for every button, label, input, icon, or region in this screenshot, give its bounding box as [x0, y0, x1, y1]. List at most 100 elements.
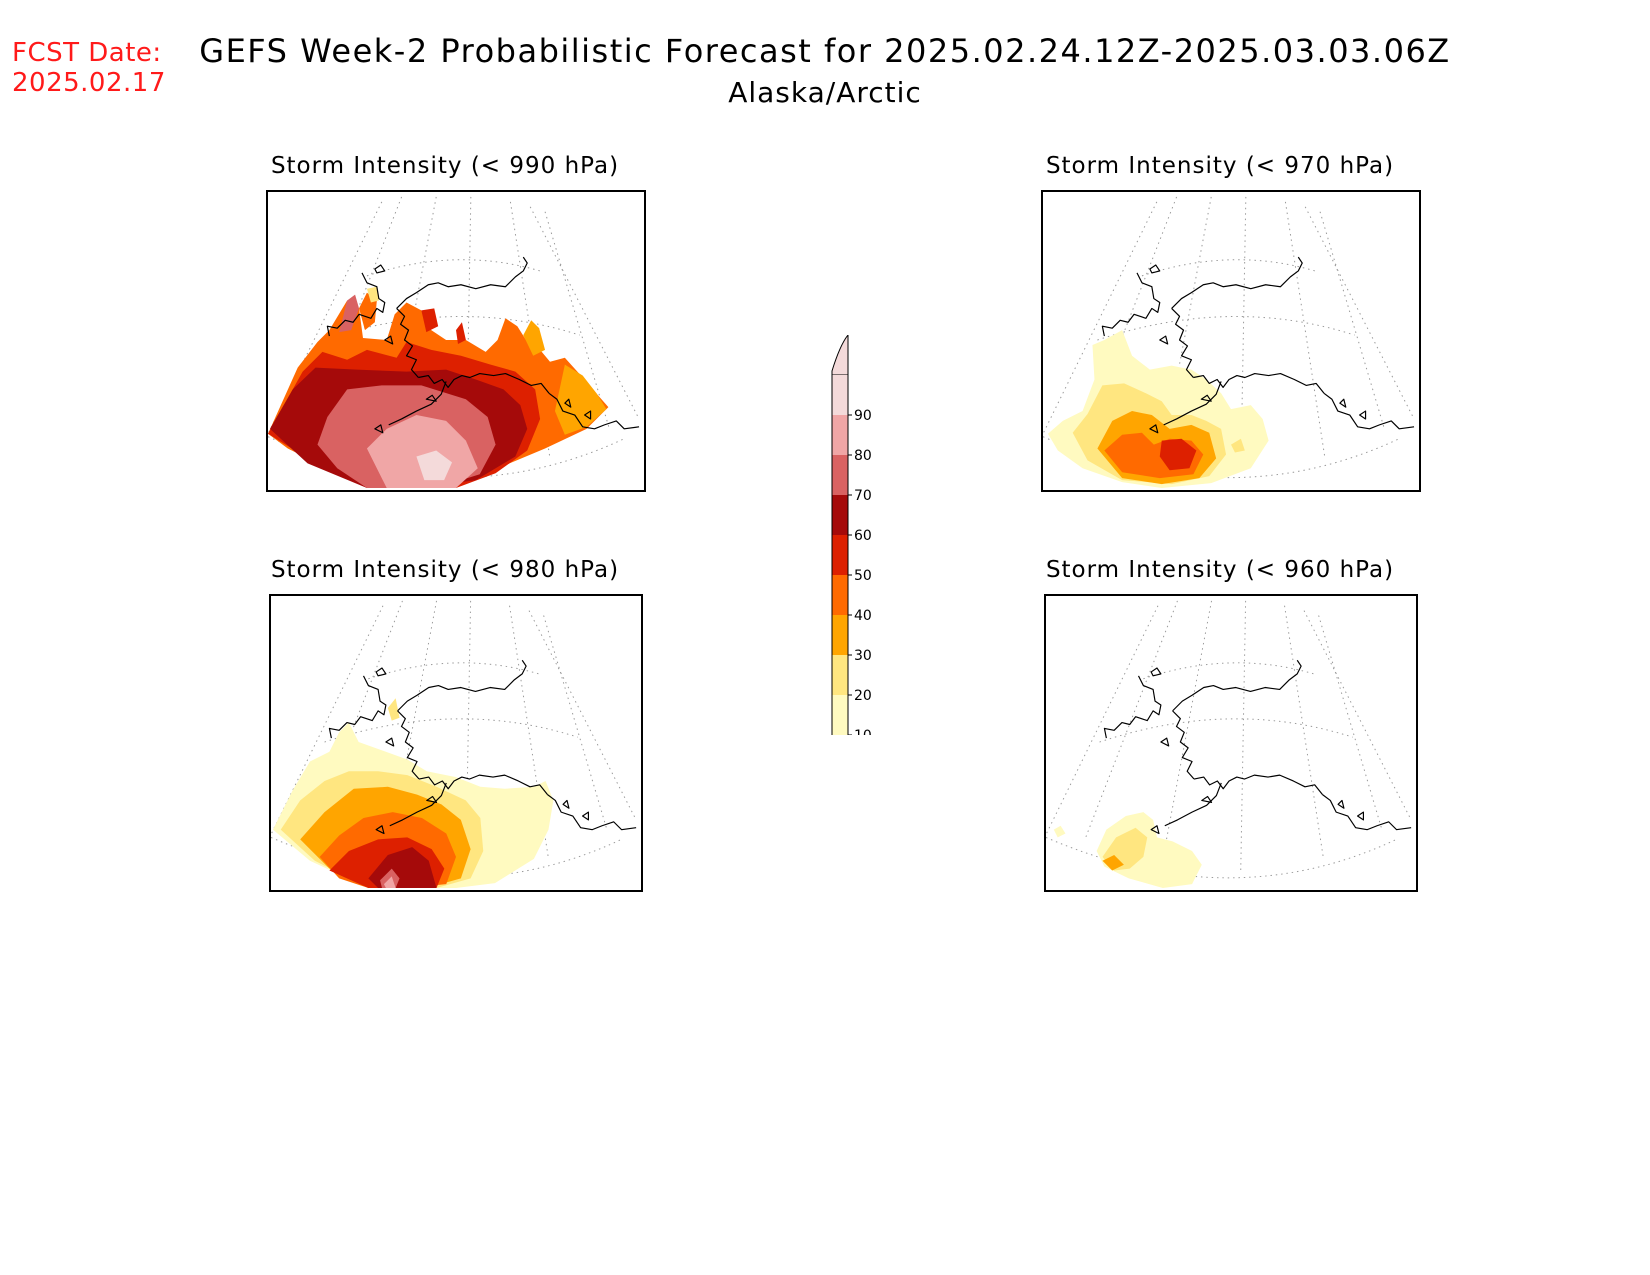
map-970-svg	[1043, 196, 1415, 489]
prob-area-20	[366, 286, 379, 303]
colorbar-tick-label: 90	[854, 408, 872, 424]
graticule	[1046, 600, 1412, 879]
prob-area-30	[1102, 854, 1124, 871]
colorbar-swatch	[832, 695, 848, 735]
prob-area-50	[421, 308, 439, 333]
forecast-date: FCST Date: 2025.02.17	[12, 38, 166, 98]
coastline-west-alaska	[1171, 308, 1194, 378]
forecast-date-value: 2025.02.17	[12, 68, 166, 98]
longitude-line	[1240, 600, 1247, 871]
coastline-island	[1201, 795, 1213, 803]
latitude-line	[1099, 718, 1353, 743]
longitude-line	[465, 600, 472, 871]
domain-edge	[1303, 610, 1412, 821]
coastline-island	[564, 398, 572, 408]
coastline-island	[425, 394, 437, 402]
page-title-line1: GEFS Week-2 Probabilistic Forecast for 2…	[199, 32, 1451, 70]
coastline-island	[375, 667, 387, 677]
coastline-peninsula	[1163, 381, 1222, 426]
longitude-line	[465, 196, 472, 471]
colorbar-tick-label: 10	[854, 728, 872, 735]
colorbar-tick-label: 20	[854, 688, 872, 704]
coastline-island	[1359, 410, 1367, 420]
coastline-island	[1159, 335, 1169, 345]
coastline-island	[375, 825, 385, 835]
coastline-south-alaska	[1193, 372, 1325, 394]
colorbar-tick-label: 80	[854, 448, 872, 464]
longitude-line	[387, 600, 438, 859]
longitude-line	[1161, 196, 1212, 459]
latitude-line	[1143, 662, 1314, 680]
coastline-south-alaska	[418, 774, 548, 795]
coastline-panhandle	[1322, 794, 1412, 831]
map-980-svg	[271, 600, 637, 889]
latitude-line	[1046, 836, 1397, 879]
map-panel-980	[269, 594, 643, 892]
colorbar-swatch	[832, 375, 848, 415]
forecast-date-label: FCST Date:	[12, 38, 162, 68]
coastline-island	[1160, 737, 1170, 747]
coastline-island	[1200, 394, 1212, 402]
colorbar-tick-label: 60	[854, 528, 872, 544]
longitude-line	[386, 196, 437, 459]
coastline-panhandle	[1323, 392, 1415, 430]
latitude-line	[368, 662, 539, 680]
coastline-chukotka	[326, 272, 386, 337]
domain-edge	[1046, 605, 1159, 835]
colorbar-swatch	[832, 535, 848, 575]
coastline-west-alaska	[396, 308, 419, 378]
coastline	[326, 256, 640, 434]
colorbar-swatch	[832, 615, 848, 655]
coastline-island	[426, 795, 438, 803]
longitude-line	[1162, 600, 1213, 859]
coastline	[328, 659, 637, 835]
colorbar-tick-label: 40	[854, 608, 872, 624]
panel-title-970: Storm Intensity (< 970 hPa)	[1045, 153, 1395, 179]
graticule	[271, 600, 637, 879]
coastline-chukotka	[1101, 272, 1161, 337]
colorbar-swatch	[832, 415, 848, 455]
longitude-line	[1284, 605, 1324, 859]
longitude-line	[1319, 211, 1385, 429]
latitude-line	[322, 316, 580, 341]
coastline-island	[562, 799, 570, 809]
prob-area-50	[1159, 438, 1197, 471]
panel-title-980: Storm Intensity (< 980 hPa)	[270, 557, 620, 583]
colorbar-swatch	[832, 655, 848, 695]
coastline-north-alaska	[397, 659, 527, 712]
panel-title-960: Storm Intensity (< 960 hPa)	[1045, 557, 1395, 583]
coastline-south-alaska	[418, 372, 550, 394]
graticule	[268, 196, 640, 479]
coastline-south-alaska	[1193, 774, 1323, 795]
coastline-peninsula	[389, 782, 447, 827]
coastline-island	[374, 424, 384, 434]
domain-edge	[1304, 206, 1415, 420]
coastline-island	[584, 410, 592, 420]
map-panel-970	[1041, 190, 1421, 492]
longitude-line	[1240, 196, 1247, 471]
longitude-line	[1318, 615, 1383, 830]
coastline-island	[1149, 424, 1159, 434]
coastline-island	[385, 737, 395, 747]
coastline-island	[1149, 264, 1161, 274]
coastline-island	[1150, 825, 1160, 835]
coastline-west-alaska	[1172, 710, 1195, 780]
page-title: GEFS Week-2 Probabilistic Forecast for 2…	[0, 32, 1650, 109]
graticule	[1043, 196, 1415, 479]
coastline-island	[1339, 398, 1347, 408]
latitude-line	[324, 718, 578, 743]
coastline-island	[1356, 811, 1365, 821]
coastline-island	[384, 335, 394, 345]
colorbar-swatch	[832, 575, 848, 615]
coastline-island	[1150, 667, 1162, 677]
coastline-panhandle	[548, 392, 640, 430]
coastline-island	[1337, 799, 1345, 809]
coastline	[1101, 256, 1415, 434]
prob-area-10	[1053, 825, 1066, 838]
latitude-line	[366, 259, 541, 277]
coastline-north-alaska	[396, 256, 528, 309]
longitude-line	[1084, 600, 1178, 840]
colorbar-top-cap	[831, 335, 849, 376]
colorbar-swatch	[832, 495, 848, 535]
coastline-chukotka	[328, 675, 387, 739]
